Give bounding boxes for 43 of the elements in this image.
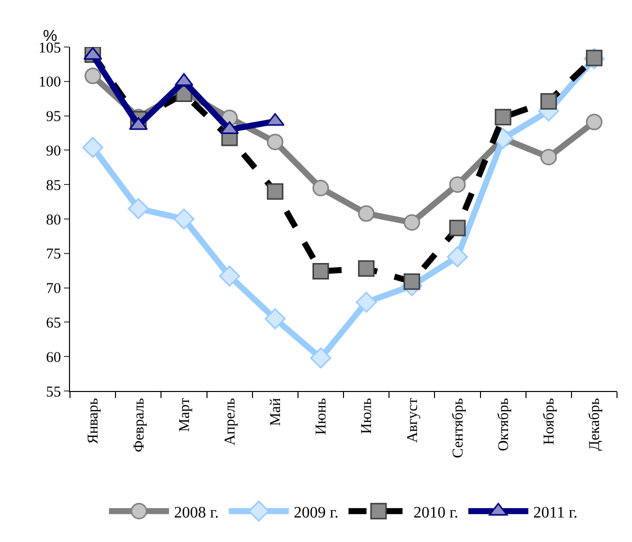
legend-label: 2008 г. xyxy=(174,504,219,522)
point xyxy=(404,214,420,231)
point xyxy=(128,198,149,220)
x-tick-label: Октябрь xyxy=(496,398,512,452)
x-tick-label: Февраль xyxy=(131,398,148,452)
point xyxy=(266,134,284,150)
point xyxy=(310,347,332,368)
y-tick-label: 80 xyxy=(46,212,61,228)
y-tick-label: 75 xyxy=(46,246,61,263)
y-tick-label: 105 xyxy=(38,40,61,56)
x-tick-label: Июнь xyxy=(314,398,330,435)
legend-label: 2011 г. xyxy=(533,504,578,522)
x-tick-label: Декабрь xyxy=(587,398,604,451)
x-tick-label: Ноябрь xyxy=(542,398,558,445)
y-tick-label: 65 xyxy=(46,315,61,332)
point xyxy=(82,136,104,158)
y-tick-label: 55 xyxy=(46,384,61,400)
point xyxy=(540,148,557,166)
point xyxy=(356,292,377,313)
x-tick-label: Январь xyxy=(86,398,102,444)
point xyxy=(312,180,329,196)
point xyxy=(219,266,240,287)
point xyxy=(84,68,102,84)
y-tick-label: 85 xyxy=(46,178,61,194)
x-tick-label: Сентябрь xyxy=(450,398,466,458)
y-tick-label: 95 xyxy=(46,109,61,126)
x-tick-label: Август xyxy=(404,398,421,443)
x-tick-label: Март xyxy=(176,398,193,432)
legend-label: 2010 г. xyxy=(414,504,458,522)
y-tick-label: 90 xyxy=(46,143,61,160)
legend-label: 2009 г. xyxy=(294,504,339,522)
y-tick-label: 70 xyxy=(46,281,61,298)
point xyxy=(449,176,466,193)
point xyxy=(173,208,194,230)
y-tick-label: 100 xyxy=(38,74,61,91)
point xyxy=(586,114,602,130)
y-tick-label: 60 xyxy=(46,350,61,366)
point xyxy=(358,205,375,222)
x-tick-label: Апрель xyxy=(222,398,238,446)
point xyxy=(446,246,468,268)
x-tick-label: Июль xyxy=(359,398,376,434)
x-tick-label: Май xyxy=(268,398,284,426)
point xyxy=(264,308,286,330)
